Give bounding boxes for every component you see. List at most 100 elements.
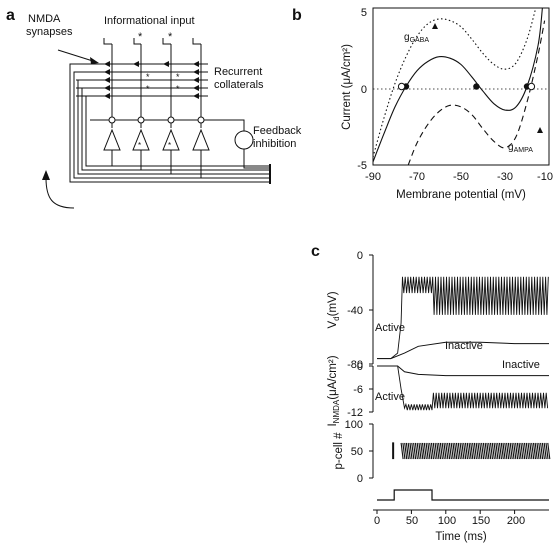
panel-a: a NMDA synapses Informational input Recu… [6, 7, 302, 209]
b-curve-g-gaba [372, 7, 537, 158]
recurrent-arrowheads [104, 61, 199, 99]
raster-spike-band-41 [473, 442, 477, 460]
feedback-output-line [230, 119, 245, 131]
inmda-ticks [369, 365, 373, 413]
panel-b: b 5 0 -5 -90 -70 -50 -30 -10 Membrane po… [292, 7, 553, 201]
raster-spike-band-32 [457, 442, 461, 460]
raster-spike-band-28 [450, 442, 454, 460]
raster-spike-band-82 [547, 442, 551, 460]
collector-loop-2 [73, 71, 270, 179]
raster-spike-band-33 [459, 442, 463, 460]
input-star-1: * [138, 31, 143, 43]
raster-spike-band-22 [439, 442, 443, 460]
nmda-pointer-arrowhead [90, 57, 99, 64]
collector-loop-5 [85, 95, 270, 167]
nmda-synapses-label-line1: NMDA [28, 13, 61, 25]
raster-spike-band-34 [461, 442, 465, 460]
plot-b-fixed-points [397, 82, 536, 91]
inmda-ylabel: INMDA(μA/cm²) [327, 355, 341, 426]
feedback-inhibition-label-line1: Feedback [253, 125, 302, 137]
raster-spike-band-48 [486, 442, 490, 460]
feedback-inhibition-label-line2: inhibition [253, 138, 296, 150]
raster-spike-band-42 [475, 442, 479, 460]
raster-spike-band-23 [441, 442, 445, 460]
raster-spike-band-45 [481, 442, 485, 460]
raster-spike-band-70 [525, 442, 529, 460]
c-xtick-50: 50 [406, 515, 418, 527]
feedback-input-line [243, 149, 270, 169]
b-xtick-neg50: -50 [453, 171, 469, 183]
recurrent-collaterals-label-line2: collaterals [214, 79, 264, 91]
raster-spike-band-47 [484, 442, 488, 460]
b-open-fixed-point [397, 82, 406, 91]
pyramidal-cell-1 [103, 128, 121, 151]
raster-spike-band-59 [506, 442, 510, 460]
raster-spike-band-64 [515, 442, 519, 460]
c-xtick-0: 0 [374, 515, 380, 527]
nmda-star-1: * [146, 72, 150, 82]
raster-spike-band-62 [511, 442, 515, 460]
raster-spike-band-49 [488, 442, 492, 460]
nmda-star-3: * [146, 84, 150, 94]
raster-spike-band-10 [418, 442, 422, 460]
raster-spike-band-72 [529, 442, 533, 460]
raster-spike-band-75 [534, 442, 538, 460]
raster-spike-band-53 [495, 442, 499, 460]
raster-spike-band-15 [427, 442, 431, 460]
raster-spike-band-3 [405, 442, 409, 460]
inhibitory-synapse-2 [137, 116, 145, 124]
vd-ticks [369, 254, 373, 365]
raster-spike-band-2 [404, 442, 408, 460]
raster-spike-band-20 [436, 442, 440, 460]
g-ampa-label: gAMPA [508, 142, 533, 154]
collector-loop-1 [69, 63, 270, 183]
panel-c: c 0 -40 -80 Vd(mV) Active Inactive 0 -6 … [311, 243, 551, 543]
feedback-interneuron [234, 130, 254, 150]
raster-spike-band-9 [416, 442, 420, 460]
vd-ytick-neg80: -80 [347, 359, 363, 371]
raster-spike-band-31 [455, 442, 460, 460]
network-circuit [45, 38, 271, 209]
cell-star-1: * [138, 141, 141, 150]
inhibitory-synapse-3 [167, 116, 175, 124]
pcell-ytick-0: 0 [357, 473, 363, 485]
stimulus-pulse [377, 489, 549, 501]
inhibitory-synapse-4 [197, 116, 205, 124]
recurrent-collaterals-label-line1: Recurrent [214, 66, 262, 78]
plot-b-curves [372, 7, 546, 166]
pyramidal-cell-4 [192, 128, 210, 151]
raster-spike-band-73 [531, 442, 535, 460]
inmda-inactive-label: Inactive [502, 359, 540, 371]
raster-spike-band-6 [411, 442, 415, 460]
raster-spike-band-69 [523, 442, 528, 460]
raster-spike-band-71 [527, 442, 531, 460]
raster-spike-band-61 [509, 442, 513, 460]
pcell-ytick-100: 100 [345, 419, 363, 431]
raster-spike-band-4 [407, 442, 411, 460]
vd-ylabel: Vd(mV) [327, 291, 341, 328]
raster-spike-band-57 [502, 442, 506, 460]
c-xtick-150: 150 [472, 515, 490, 527]
raster-spike-band-36 [464, 442, 469, 460]
raster-spike-band-80 [543, 442, 547, 460]
vd-ytick-neg40: -40 [347, 305, 363, 317]
plot-b-frame [372, 7, 550, 166]
nmda-star-4: * [176, 84, 180, 94]
raster-spike-band-1 [402, 442, 406, 460]
raster-stimulus-bar [392, 442, 395, 460]
raster-spike-band-54 [497, 442, 501, 460]
loop-arrow-curve [45, 177, 75, 209]
b-xtick-neg10: -10 [537, 171, 553, 183]
nmda-pointer-line [57, 49, 97, 63]
raster-spike-band-37 [466, 442, 470, 460]
g-gaba-label: gGABA [404, 32, 429, 44]
input-star-2: * [168, 31, 173, 43]
raster-spike-band-79 [541, 442, 545, 460]
panel-b-label: b [292, 7, 302, 24]
pcell-ytick-50: 50 [351, 446, 363, 458]
inmda-traces [377, 365, 549, 411]
raster-spike-band-19 [434, 442, 438, 460]
b-xlabel: Membrane potential (mV) [396, 189, 526, 201]
stimulus-trace [377, 489, 549, 501]
